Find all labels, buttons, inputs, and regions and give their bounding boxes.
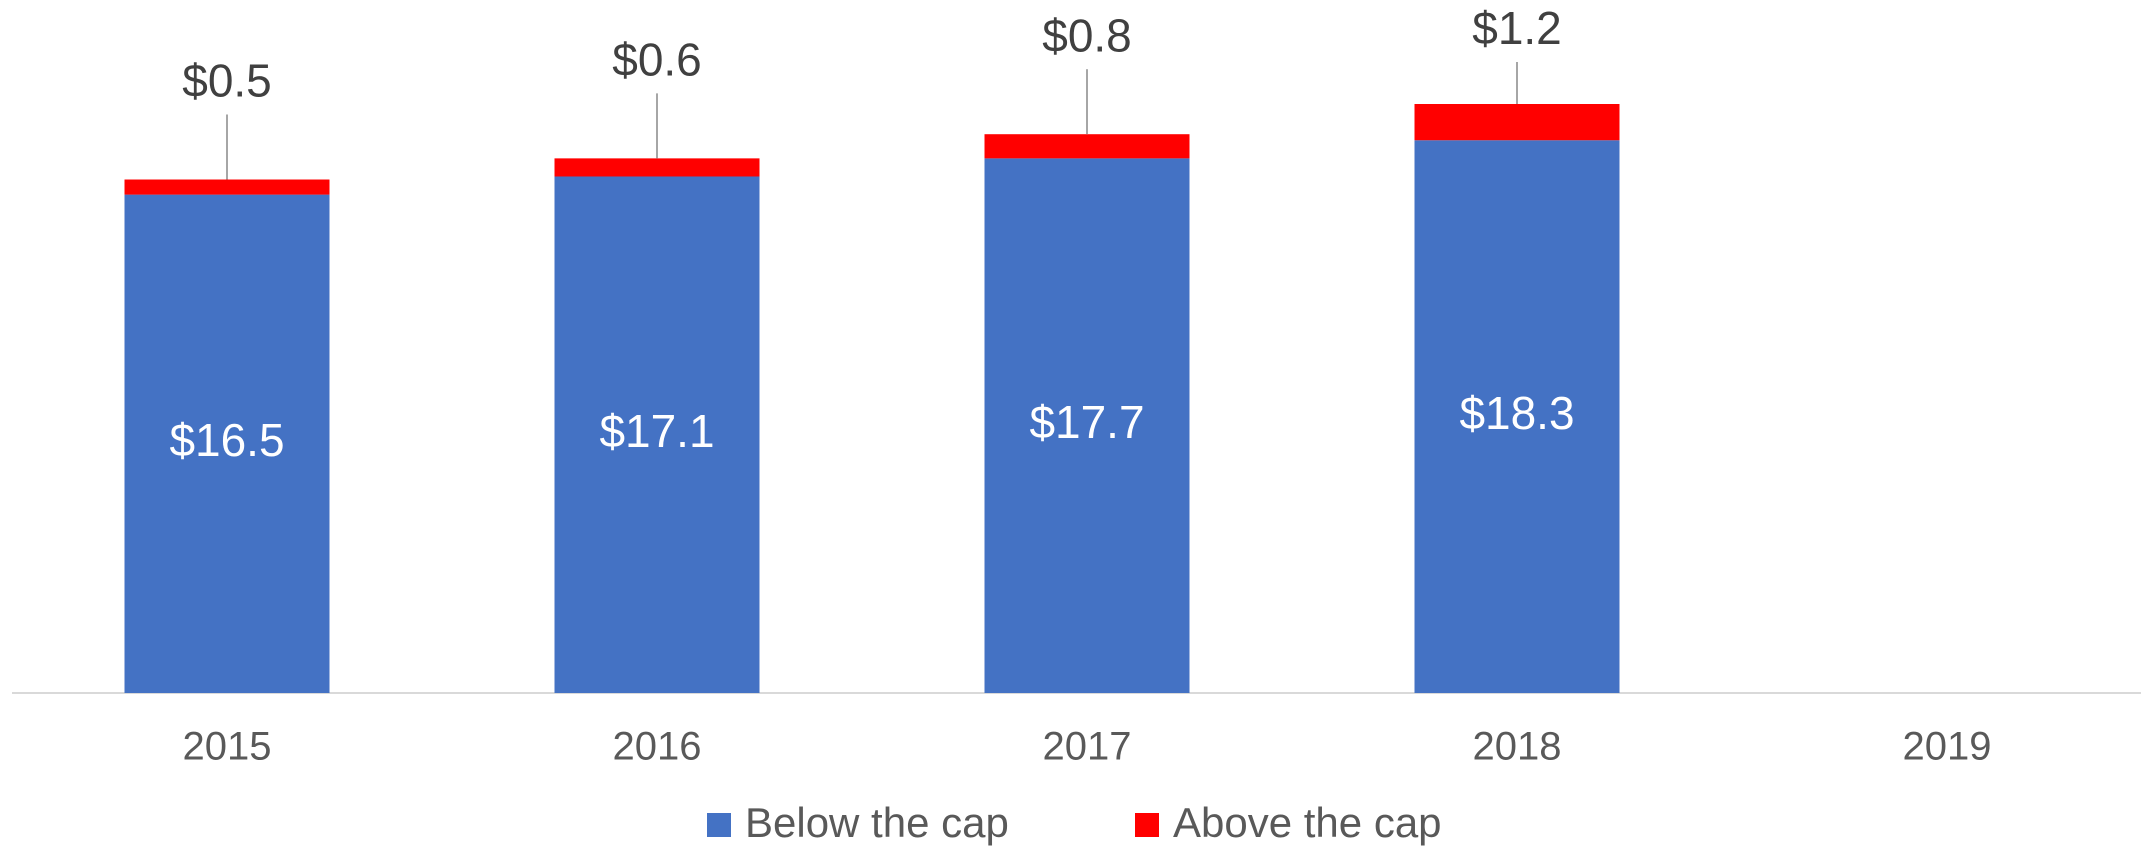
data-label: $18.3 xyxy=(1459,387,1574,439)
legend-label: Below the cap xyxy=(745,799,1009,846)
data-label: $1.2 xyxy=(1472,2,1562,54)
legend-label: Above the cap xyxy=(1173,799,1442,846)
bar-segment xyxy=(984,134,1190,159)
legend-swatch xyxy=(707,813,731,837)
bar-segment xyxy=(554,176,760,693)
x-tick-label: 2019 xyxy=(1903,725,1992,769)
bar-segment xyxy=(984,158,1190,693)
x-tick-label: 2016 xyxy=(613,725,702,769)
x-tick-label: 2017 xyxy=(1043,725,1132,769)
x-tick-label: 2015 xyxy=(183,725,272,769)
data-label: $17.1 xyxy=(599,405,714,457)
data-label: $0.8 xyxy=(1042,9,1132,61)
bar-segment xyxy=(124,179,330,195)
data-label: $17.7 xyxy=(1029,396,1144,448)
bar-segment xyxy=(1414,104,1620,141)
x-tick-label: 2018 xyxy=(1473,725,1562,769)
data-label: $0.5 xyxy=(182,55,272,107)
legend-swatch xyxy=(1135,813,1159,837)
bar-segment xyxy=(554,158,760,177)
data-label: $0.6 xyxy=(612,34,702,86)
bar-segment xyxy=(124,194,330,693)
data-label: $16.5 xyxy=(169,414,284,466)
bar-segment xyxy=(1414,140,1620,693)
